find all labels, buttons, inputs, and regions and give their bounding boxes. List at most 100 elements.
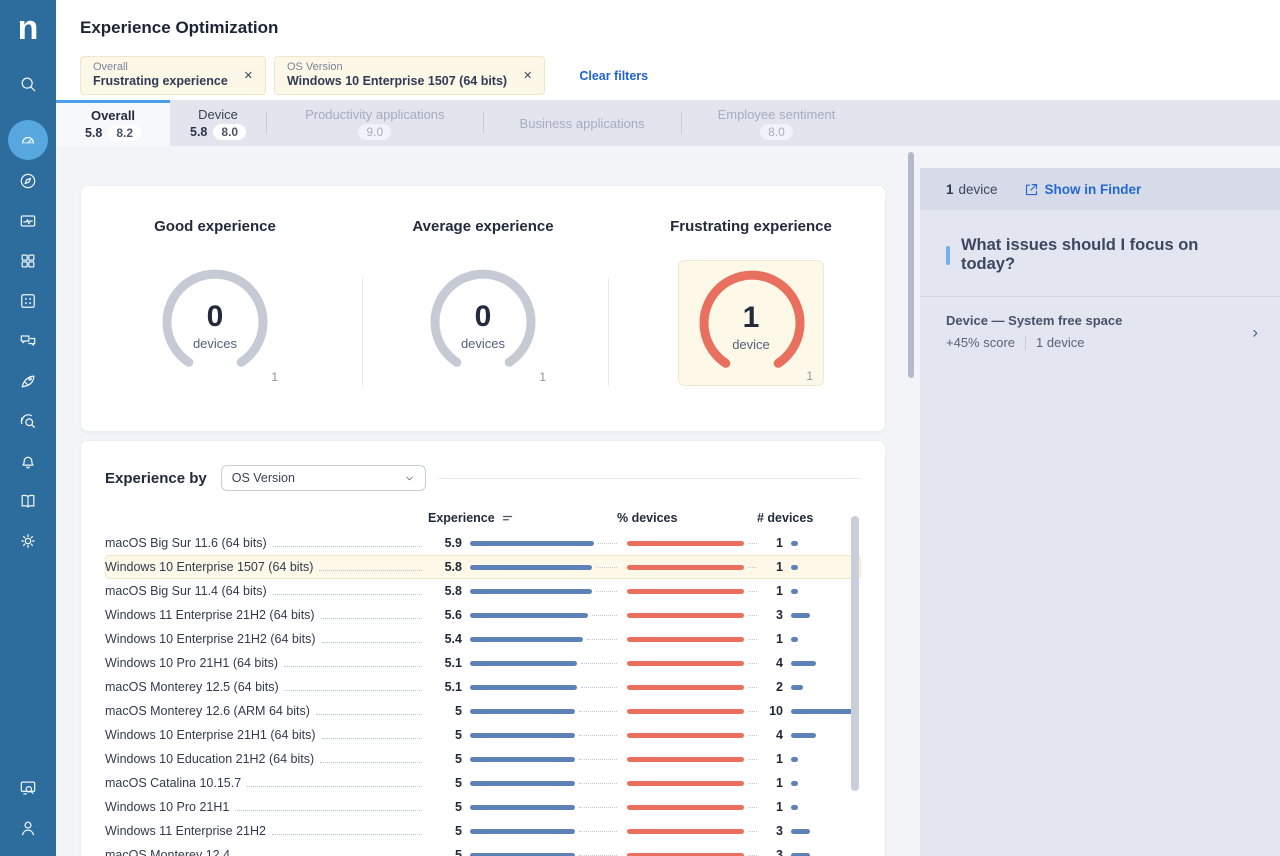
device-count-value: 1 (776, 752, 783, 766)
column-experience[interactable]: Experience (428, 511, 495, 525)
column-num-devices[interactable]: # devices (757, 511, 814, 525)
gauge-average-experience: Average experience 0 devices 1 (349, 218, 617, 431)
monitor-pulse-icon[interactable] (18, 211, 38, 231)
chat-bubbles-icon[interactable] (18, 331, 38, 351)
main-scrollbar[interactable] (908, 152, 914, 378)
row-label: Windows 10 Pro 21H1 (105, 800, 230, 814)
device-count-bar-track (791, 732, 861, 738)
table-row[interactable]: Windows 10 Enterprise 21H2 (64 bits) 5.4… (105, 627, 861, 651)
experience-value: 5.9 (444, 536, 462, 550)
column-pct-devices[interactable]: % devices (617, 511, 678, 525)
gauge-frustrating-box[interactable]: 1 device 1 (678, 260, 824, 386)
layout-grid-icon[interactable] (18, 251, 38, 271)
gear-icon[interactable] (18, 531, 38, 551)
bar-trailing-dots (591, 614, 617, 616)
table-row[interactable]: Windows 10 Education 21H2 (64 bits) 5 1 (105, 747, 861, 771)
dotted-leader (272, 545, 422, 547)
table-row[interactable]: Windows 10 Pro 21H1 (64 bits) 5.1 4 (105, 651, 861, 675)
apps-grid-icon[interactable] (18, 291, 38, 311)
table-row[interactable]: Windows 10 Pro 21H1 5 1 (105, 795, 861, 819)
remove-filter-icon[interactable]: ✕ (523, 69, 533, 82)
gauge-arc (430, 269, 536, 367)
sort-icon[interactable] (501, 512, 514, 525)
insight-question: What issues should I focus on today? (920, 210, 1280, 297)
filter-chip-overall[interactable]: Overall Frustrating experience ✕ (80, 56, 266, 95)
device-count-bar (791, 636, 798, 642)
table-header: Experience % devices # devices (105, 511, 861, 525)
bar-trailing-dots (597, 542, 617, 544)
table-row[interactable]: Windows 10 Enterprise 1507 (64 bits) 5.8… (105, 555, 861, 579)
selection-unit: device (958, 181, 998, 197)
pct-devices-bar-track (627, 756, 757, 762)
bar-trailing-dots (595, 566, 617, 568)
book-icon[interactable] (18, 491, 38, 511)
pct-devices-bar (627, 588, 744, 594)
device-count-value: 1 (776, 560, 783, 574)
dotted-leader (315, 713, 422, 715)
fingerprint-search-icon[interactable] (18, 411, 38, 431)
experience-bar (470, 756, 575, 762)
show-in-finder-link[interactable]: Show in Finder (1024, 182, 1141, 197)
dotted-leader (272, 593, 422, 595)
gauge-title: Frustrating experience (670, 218, 832, 235)
device-count-bar-track (791, 780, 861, 786)
pct-devices-bar (627, 564, 744, 570)
search-icon[interactable] (18, 74, 38, 94)
row-label: macOS Monterey 12.4 (105, 848, 231, 856)
brand-logo[interactable]: n (17, 9, 39, 47)
filter-category: OS Version (286, 61, 343, 73)
dashboard-gauge-icon[interactable] (18, 130, 38, 150)
pct-devices-bar (627, 756, 744, 762)
gauge-unit: device (732, 337, 770, 352)
table-row[interactable]: macOS Monterey 12.4 5 3 (105, 843, 861, 856)
clear-filters-link[interactable]: Clear filters (579, 68, 649, 83)
issue-item[interactable]: Device — System free space +45% score 1 … (920, 297, 1280, 366)
gauge-arc (162, 269, 268, 367)
filter-chip-os-version[interactable]: OS Version Windows 10 Enterprise 1507 (6… (273, 56, 546, 95)
experience-by-dropdown[interactable]: OS Version (220, 465, 426, 491)
tab-overall[interactable]: Overall 5.8 8.2 (56, 100, 170, 146)
bell-icon[interactable] (18, 451, 38, 471)
remove-filter-icon[interactable]: ✕ (243, 69, 253, 82)
accent-bar (946, 245, 950, 265)
selection-count: 1 (946, 181, 954, 197)
table-row[interactable]: macOS Catalina 10.15.7 5 1 (105, 771, 861, 795)
table-row[interactable]: Windows 10 Enterprise 21H1 (64 bits) 5 4 (105, 723, 861, 747)
tab-device[interactable]: Device 5.8 8.0 (170, 100, 266, 146)
table-row[interactable]: macOS Monterey 12.6 (ARM 64 bits) 5 10 (105, 699, 861, 723)
main-content: Good experience 0 devices 1 Average expe… (56, 146, 920, 856)
chevron-right-icon[interactable]: › (1252, 322, 1258, 341)
pct-devices-bar-track (627, 588, 757, 594)
dotted-leader (284, 689, 422, 691)
tab-employee-sentiment[interactable]: Employee sentiment 8.0 (717, 106, 836, 140)
header-rule (437, 477, 861, 479)
user-icon[interactable] (18, 818, 38, 838)
compass-icon[interactable] (18, 171, 38, 191)
gauge-good-box[interactable]: 0 devices 1 (142, 260, 288, 386)
tab-target-pill: 9.0 (358, 123, 392, 140)
bar-trailing-dots (579, 830, 617, 832)
device-count-bar (791, 588, 798, 594)
table-row[interactable]: macOS Big Sur 11.4 (64 bits) 5.8 1 (105, 579, 861, 603)
table-row[interactable]: macOS Big Sur 11.6 (64 bits) 5.9 1 (105, 531, 861, 555)
table-row[interactable]: Windows 11 Enterprise 21H2 (64 bits) 5.6… (105, 603, 861, 627)
gauge-max-label: 1 (806, 369, 813, 383)
experience-by-card: Experience by OS Version Experience % de… (80, 440, 886, 856)
pct-devices-bar (627, 804, 744, 810)
bar-trailing-dots (581, 662, 617, 664)
row-label: Windows 11 Enterprise 21H2 (64 bits) (105, 608, 315, 622)
insight-question-text: What issues should I focus on today? (960, 236, 1199, 273)
remote-screen-search-icon[interactable] (18, 778, 38, 798)
open-in-window-icon (1025, 183, 1037, 195)
tab-productivity-applications[interactable]: Productivity applications 9.0 (305, 106, 445, 140)
rocket-icon[interactable] (18, 371, 38, 391)
device-count-bar-track (791, 588, 861, 594)
pct-devices-bar-track (627, 540, 757, 546)
experience-by-label: Experience by (105, 469, 207, 487)
tab-target-pill: 8.0 (760, 123, 793, 140)
tab-business-applications[interactable]: Business applications (519, 115, 645, 131)
gauge-average-box[interactable]: 0 devices 1 (410, 260, 556, 386)
table-scrollbar[interactable] (851, 516, 859, 791)
table-row[interactable]: Windows 11 Enterprise 21H2 5 3 (105, 819, 861, 843)
table-row[interactable]: macOS Monterey 12.5 (64 bits) 5.1 2 (105, 675, 861, 699)
